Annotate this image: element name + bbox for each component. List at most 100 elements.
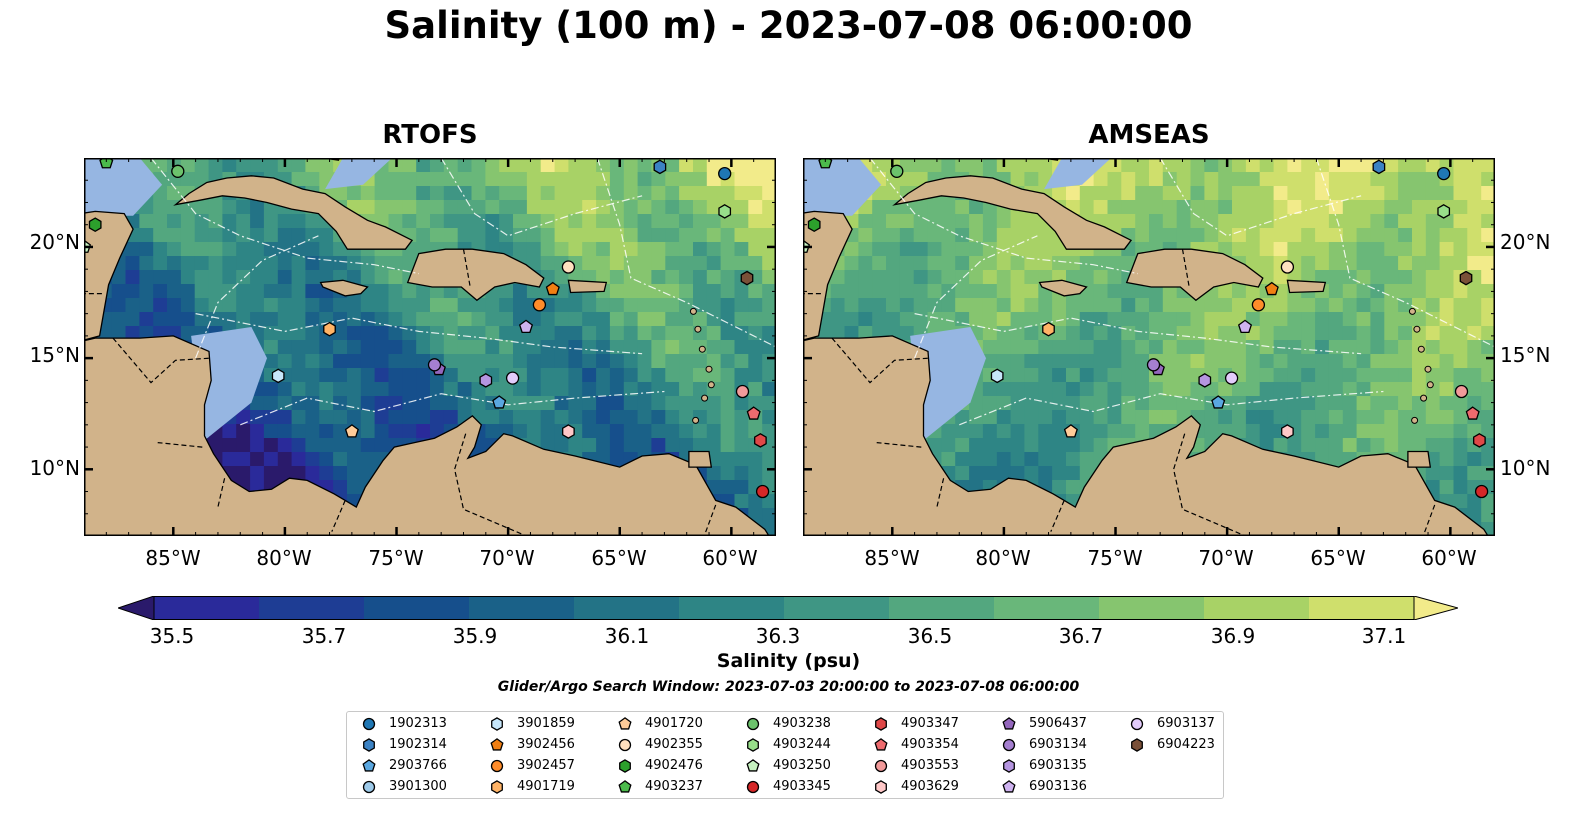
lat-tick-label-right: 10°N bbox=[1500, 456, 1551, 480]
bahamas-bank-area bbox=[325, 158, 393, 190]
colorbar-segment bbox=[994, 596, 1100, 620]
lon-tick-label-left: 80°W bbox=[256, 546, 312, 570]
lat-tick-label-left: 10°N bbox=[29, 456, 80, 480]
float-marker-6904223 bbox=[1459, 270, 1473, 286]
eez-boundary-line bbox=[914, 313, 1362, 355]
country-border-line bbox=[331, 500, 346, 532]
colorbar-segment bbox=[679, 596, 785, 620]
legend-item-2903766: 2903766 bbox=[357, 756, 481, 776]
shallow-shelf-area bbox=[803, 158, 882, 216]
float-marker-4902476 bbox=[88, 217, 102, 233]
lon-tick-label-left: 75°W bbox=[368, 546, 424, 570]
legend-item-1902314: 1902314 bbox=[357, 735, 481, 755]
legend-item-4903237: 4903237 bbox=[613, 777, 737, 797]
legend-marker-hexagon bbox=[363, 738, 375, 752]
land-jamaica bbox=[319, 279, 369, 297]
float-marker-1902314 bbox=[1372, 159, 1386, 175]
legend-item-4903244: 4903244 bbox=[741, 735, 865, 755]
legend-label: 6903136 bbox=[1029, 779, 1087, 794]
country-border-line bbox=[831, 337, 931, 384]
float-marker-4902355 bbox=[1280, 260, 1295, 274]
legend-marker-pentagon bbox=[1002, 717, 1016, 730]
legend-marker-hexagon bbox=[875, 780, 887, 794]
island bbox=[1413, 325, 1421, 333]
lon-tick-label-right: 70°W bbox=[1198, 546, 1254, 570]
legend-marker-circle bbox=[874, 759, 888, 773]
colorbar-tick-label: 36.7 bbox=[1058, 624, 1104, 648]
legend-marker-circle bbox=[746, 717, 760, 731]
float-marker-3901859 bbox=[271, 368, 285, 384]
colorbar-label: Salinity (psu) bbox=[716, 650, 861, 672]
lat-tick-label-right: 15°N bbox=[1500, 343, 1551, 367]
eez-boundary-line bbox=[195, 235, 319, 359]
float-marker-4903238 bbox=[171, 164, 185, 178]
map-panel-amseas bbox=[803, 158, 1495, 536]
land-hispaniola bbox=[1125, 248, 1264, 302]
lon-tick-label-left: 65°W bbox=[591, 546, 647, 570]
legend-item-3901859: 3901859 bbox=[485, 714, 609, 734]
search-window-label: Glider/Argo Search Window: 2023-07-03 20… bbox=[497, 679, 1080, 695]
colorbar-segment bbox=[1309, 596, 1415, 620]
legend-label: 4901719 bbox=[517, 779, 575, 794]
legend-label: 4903244 bbox=[773, 737, 831, 752]
island bbox=[694, 325, 702, 333]
lat-tick-label-left: 15°N bbox=[29, 343, 80, 367]
legend-label: 4903347 bbox=[901, 716, 959, 731]
legend-item-4901720: 4901720 bbox=[613, 714, 737, 734]
legend-marker-hexagon bbox=[491, 780, 503, 794]
eez-boundary-line bbox=[150, 158, 419, 275]
float-marker-4903553 bbox=[1454, 384, 1469, 399]
eez-boundary-line bbox=[1159, 158, 1362, 237]
lon-tick-label-right: 65°W bbox=[1310, 546, 1366, 570]
colorbar-segment bbox=[469, 596, 575, 620]
legend-label: 1902314 bbox=[389, 737, 447, 752]
colorbar-tick-label: 37.1 bbox=[1361, 624, 1407, 648]
float-marker-4901719 bbox=[323, 321, 336, 337]
land-puerto-rico bbox=[1286, 279, 1327, 294]
float-marker-4903629 bbox=[562, 424, 575, 439]
float-marker-4903354 bbox=[1465, 406, 1480, 420]
legend-label: 5906437 bbox=[1029, 716, 1087, 731]
colorbar-segment bbox=[784, 596, 890, 620]
country-border-line bbox=[1050, 500, 1065, 532]
land-yucatan bbox=[803, 210, 853, 341]
float-marker-3901859 bbox=[990, 368, 1004, 384]
lon-tick-label-right: 60°W bbox=[1421, 546, 1477, 570]
colorbar-segment bbox=[1099, 596, 1205, 620]
legend-item-6904223: 6904223 bbox=[1125, 735, 1249, 755]
legend-item-4903629: 4903629 bbox=[869, 777, 993, 797]
island bbox=[1426, 381, 1434, 389]
island bbox=[705, 365, 713, 373]
legend-marker-pentagon bbox=[618, 780, 632, 793]
colorbar-segment bbox=[154, 596, 260, 620]
island bbox=[692, 416, 700, 424]
land-hispaniola bbox=[406, 248, 545, 302]
float-marker-6903137 bbox=[505, 371, 520, 385]
legend-marker-circle bbox=[618, 738, 632, 752]
country-border-line bbox=[1172, 433, 1247, 536]
float-marker-4901720 bbox=[1063, 424, 1078, 438]
legend-marker-pentagon bbox=[490, 738, 504, 751]
legend-marker-hexagon bbox=[1003, 759, 1015, 773]
legend-marker-circle bbox=[490, 759, 504, 773]
eez-boundary-line bbox=[914, 235, 1038, 359]
legend-item-6903135: 6903135 bbox=[997, 756, 1121, 776]
colorbar-tick-label: 36.3 bbox=[755, 624, 801, 648]
island bbox=[1420, 394, 1428, 402]
legend-label: 2903766 bbox=[389, 758, 447, 773]
legend-marker-pentagon bbox=[618, 717, 632, 730]
panel-title-amseas: AMSEAS bbox=[1088, 120, 1210, 150]
float-marker-4903237 bbox=[99, 158, 114, 169]
legend-label: 4903345 bbox=[773, 779, 831, 794]
float-marker-4903553 bbox=[735, 384, 750, 399]
legend-marker-circle bbox=[1002, 738, 1016, 752]
legend-label: 4902476 bbox=[645, 758, 703, 773]
land-yucatan bbox=[84, 210, 134, 341]
float-marker-6903137 bbox=[1224, 371, 1239, 385]
eez-boundary-line bbox=[195, 313, 643, 355]
float-marker-4903629 bbox=[1281, 424, 1294, 439]
lon-tick-label-left: 70°W bbox=[479, 546, 535, 570]
float-marker-3902456 bbox=[1264, 281, 1279, 296]
legend-marker-hexagon bbox=[875, 717, 887, 731]
land-cuba bbox=[173, 175, 414, 250]
